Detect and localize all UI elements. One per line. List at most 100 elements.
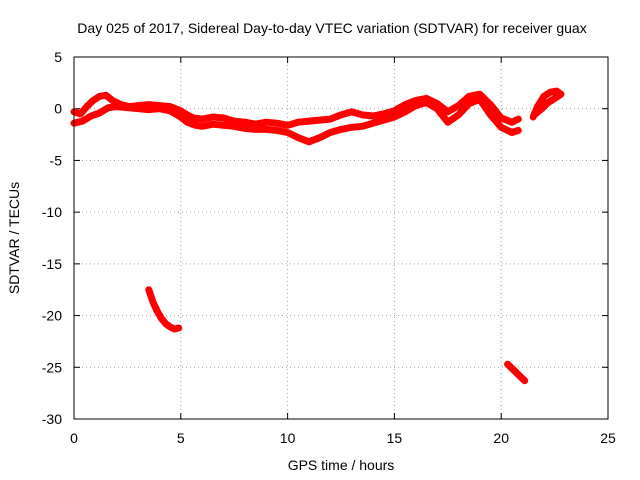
data-point (252, 121, 259, 128)
data-point (532, 110, 539, 117)
data-point (241, 125, 248, 132)
x-tick-label: 10 (280, 430, 296, 446)
data-point (109, 97, 116, 104)
data-point (521, 377, 528, 384)
data-point (156, 105, 163, 112)
data-point (402, 101, 409, 108)
data-point (370, 120, 376, 127)
data-point (547, 89, 554, 96)
data-point (241, 119, 248, 126)
data-point (199, 123, 206, 130)
data-point (504, 361, 511, 368)
data-point (162, 320, 169, 327)
data-point (359, 123, 366, 130)
x-tick-label: 20 (493, 430, 509, 446)
data-point (158, 315, 165, 322)
data-point (455, 102, 462, 109)
data-point (508, 365, 515, 372)
data-point (184, 119, 191, 126)
data-point (558, 91, 564, 98)
plot-frame (73, 56, 609, 420)
data-point (209, 121, 216, 128)
data-point (154, 308, 161, 315)
data-point (327, 129, 334, 136)
data-point (273, 127, 280, 134)
data-point (263, 126, 270, 133)
data-point (487, 111, 494, 118)
x-tick-label: 25 (600, 430, 616, 446)
data-point (231, 118, 238, 125)
data-point (391, 114, 398, 120)
data-point (348, 108, 355, 115)
data-point (517, 373, 524, 380)
data-point (338, 111, 344, 118)
data-point (96, 93, 103, 100)
data-point (316, 134, 323, 141)
data-point (273, 120, 280, 127)
data-point (150, 299, 156, 306)
data-point (380, 117, 387, 124)
data-point (370, 113, 376, 119)
data-point (466, 100, 473, 107)
data-point (476, 96, 483, 103)
y-tick-label: -15 (42, 256, 62, 272)
x-tick-label: 5 (177, 430, 185, 446)
data-point (90, 97, 97, 104)
data-point (145, 106, 152, 113)
data-point (444, 108, 451, 115)
data-point (306, 138, 312, 145)
data-point (466, 93, 473, 100)
data-point (513, 369, 520, 376)
data-point (105, 104, 112, 111)
data-point (192, 122, 199, 129)
data-point (380, 110, 387, 117)
data-point (79, 118, 86, 125)
data-point (498, 124, 505, 131)
data-point (175, 325, 182, 331)
y-tick-label: 5 (54, 49, 62, 65)
data-point (402, 108, 409, 115)
data-layer (70, 87, 565, 385)
data-point (348, 124, 355, 131)
data-point (135, 105, 142, 112)
data-point (338, 126, 344, 133)
data-point (412, 102, 419, 109)
data-point (184, 111, 191, 118)
data-point (498, 115, 505, 121)
data-point (444, 119, 451, 126)
data-point (113, 103, 120, 110)
data-point (306, 118, 312, 125)
data-point (96, 109, 103, 116)
y-tick-label: 0 (54, 101, 62, 117)
x-tick-label: 0 (70, 430, 78, 446)
data-point (359, 111, 366, 118)
data-point (538, 105, 545, 112)
data-point (295, 134, 302, 141)
data-point (167, 107, 174, 114)
data-point (327, 116, 334, 123)
data-point (391, 107, 398, 114)
data-point (209, 114, 216, 120)
x-axis-label: GPS time / hours (288, 457, 395, 473)
y-tick-label: -30 (42, 411, 62, 427)
data-point (540, 93, 547, 100)
data-point (515, 116, 522, 123)
data-point (553, 88, 560, 95)
data-point (220, 122, 227, 129)
y-tick-label: -10 (42, 204, 62, 220)
data-point (476, 91, 483, 98)
data-point (252, 126, 259, 133)
data-point (295, 119, 302, 126)
x-tick-label: 15 (387, 430, 403, 446)
data-point (434, 105, 441, 112)
data-point (88, 113, 95, 119)
data-point (508, 129, 515, 136)
data-point (455, 111, 462, 118)
data-point (199, 116, 206, 123)
y-tick-label: -25 (42, 359, 62, 375)
data-point (284, 122, 291, 129)
chart-title: Day 025 of 2017, Sidereal Day-to-day VTE… (77, 20, 586, 36)
data-point (124, 104, 131, 111)
data-point (145, 286, 152, 293)
